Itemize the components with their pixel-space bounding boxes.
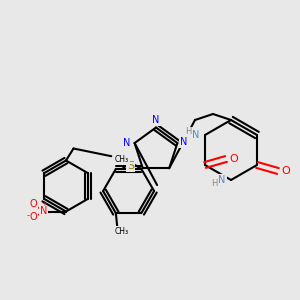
Text: O: O (29, 212, 37, 223)
Text: N: N (123, 138, 131, 148)
Text: N: N (40, 206, 47, 217)
Text: CH₃: CH₃ (115, 226, 129, 236)
Text: O: O (29, 199, 37, 209)
Text: -: - (26, 211, 29, 220)
Text: N: N (180, 136, 187, 146)
Text: O: O (281, 166, 290, 176)
Text: O: O (229, 154, 238, 164)
Text: H: H (211, 178, 218, 188)
Text: N: N (218, 175, 226, 185)
Text: CH₃: CH₃ (115, 155, 129, 164)
Text: N: N (152, 115, 160, 125)
Text: S: S (127, 161, 134, 171)
Text: +: + (41, 200, 47, 206)
Text: H: H (185, 128, 192, 136)
Text: N: N (192, 130, 200, 140)
